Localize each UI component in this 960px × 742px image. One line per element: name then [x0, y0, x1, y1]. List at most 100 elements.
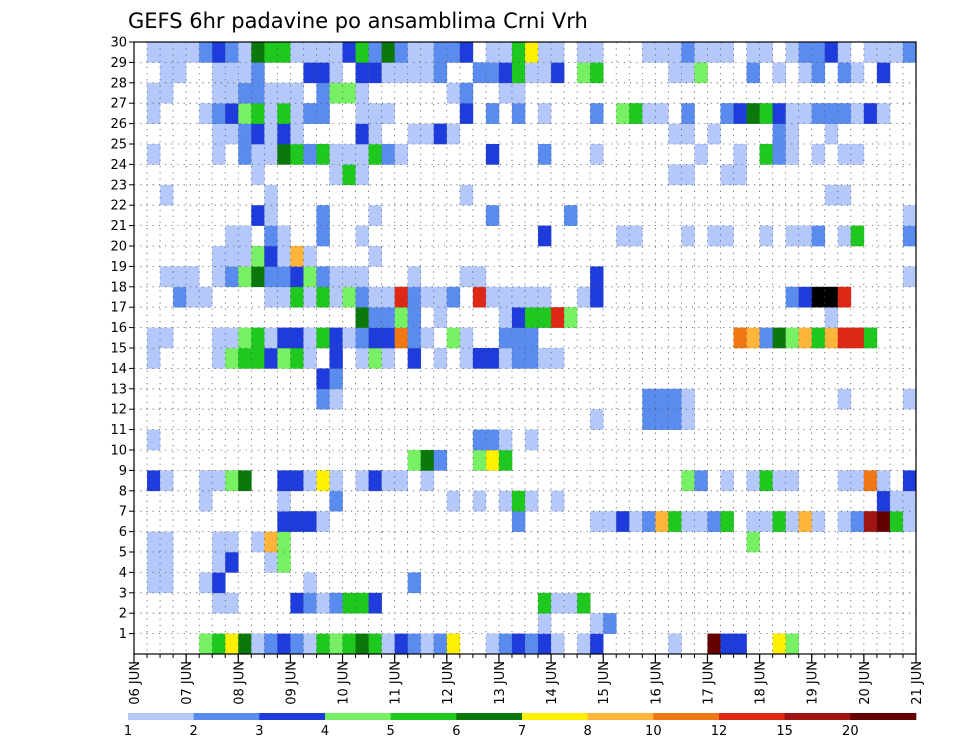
heatmap-cell: [277, 225, 291, 247]
heatmap-cell: [238, 246, 252, 267]
heatmap-cell: [342, 592, 356, 614]
heatmap-cell: [459, 327, 474, 349]
heatmap-cell: [525, 307, 539, 328]
heatmap-cell: [655, 511, 669, 532]
heatmap-cell: [681, 123, 695, 145]
heatmap-cell: [355, 42, 369, 63]
heatmap-cell: [525, 42, 539, 63]
heatmap-cell: [590, 266, 604, 288]
y-tick-label: 8: [119, 484, 127, 499]
heatmap-cell: [538, 633, 552, 655]
heatmap-cell: [837, 388, 852, 410]
y-tick-label: 2: [119, 607, 127, 622]
heatmap-cell: [642, 388, 656, 410]
heatmap-cell: [525, 633, 539, 655]
y-tick-label: 9: [119, 464, 127, 479]
heatmap-cell: [368, 246, 382, 267]
heatmap-cell: [655, 42, 669, 63]
heatmap-cell: [564, 205, 578, 226]
heatmap-cell: [329, 368, 343, 390]
heatmap-cell: [472, 348, 487, 369]
heatmap-cell: [212, 144, 226, 165]
chart-title: GEFS 6hr padavine po ansamblima Crni Vrh: [128, 9, 588, 33]
heatmap-cell: [290, 286, 304, 308]
grid-lines: [134, 42, 916, 654]
heatmap-cell: [316, 592, 330, 614]
heatmap-cell: [303, 327, 317, 349]
y-tick-label: 10: [110, 444, 127, 459]
heatmap-cell: [160, 82, 174, 104]
heatmap-cell: [251, 531, 265, 553]
heatmap-cell: [355, 633, 369, 655]
heatmap-cell: [681, 470, 695, 492]
heatmap-cell: [277, 633, 291, 655]
heatmap-cell: [303, 266, 317, 288]
heatmap-cell: [368, 470, 382, 492]
colorbar-label: 7: [518, 724, 526, 739]
heatmap-cell: [238, 633, 252, 655]
heatmap-cell: [577, 42, 591, 63]
heatmap-cell: [824, 327, 839, 349]
heatmap-cell: [772, 103, 786, 124]
y-tick-label: 23: [110, 178, 127, 193]
heatmap-cell: [225, 82, 239, 104]
y-tick-label: 26: [110, 117, 127, 132]
heatmap-cell: [212, 327, 226, 349]
heatmap-cell: [590, 613, 604, 634]
x-tick-label: 13 JUN: [493, 661, 508, 705]
heatmap-cell: [785, 103, 799, 124]
heatmap-cell: [746, 62, 760, 84]
heatmap-cell: [785, 144, 799, 165]
heatmap-cell: [902, 388, 917, 410]
heatmap-cell: [590, 42, 604, 63]
heatmap-cell: [212, 592, 226, 614]
heatmap-cell: [277, 470, 291, 492]
x-tick-label: 10 JUN: [337, 661, 352, 705]
heatmap-cell: [355, 123, 369, 145]
heatmap-cell: [485, 103, 500, 124]
heatmap-cell: [863, 103, 878, 124]
heatmap-cell: [316, 205, 330, 226]
heatmap-cell: [420, 286, 435, 308]
heatmap-cell: [459, 103, 474, 124]
heatmap-cell: [433, 286, 448, 308]
heatmap-cell: [498, 82, 513, 104]
heatmap-cell: [837, 225, 852, 247]
heatmap-cell: [394, 62, 408, 84]
heatmap-cell: [785, 286, 799, 308]
heatmap-cell: [355, 82, 369, 104]
heatmap-cell: [264, 144, 278, 165]
x-tick-label: 15 JUN: [597, 661, 612, 705]
heatmap-cell: [837, 511, 852, 532]
heatmap-cell: [785, 633, 799, 655]
colorbar-label: 3: [255, 724, 263, 739]
heatmap-cell: [147, 42, 161, 63]
heatmap-cell: [355, 348, 369, 369]
heatmap-cell: [433, 307, 448, 328]
heatmap-cell: [381, 286, 395, 308]
heatmap-cell: [616, 511, 630, 532]
heatmap-cell: [837, 327, 852, 349]
heatmap-cell: [316, 286, 330, 308]
heatmap-cell: [355, 592, 369, 614]
heatmap-cell: [264, 531, 278, 553]
heatmap-cell: [342, 82, 356, 104]
y-tick-label: 25: [110, 138, 127, 153]
heatmap-cell: [160, 266, 174, 288]
heatmap-cell: [290, 592, 304, 614]
heatmap-cell: [694, 42, 708, 63]
heatmap-cell: [264, 225, 278, 247]
heatmap-cell: [811, 144, 826, 165]
heatmap-cell: [225, 62, 239, 84]
y-tick-label: 22: [110, 199, 127, 214]
heatmap-cell: [564, 307, 578, 328]
heatmap-cell: [538, 592, 552, 614]
colorbar-label: 1: [124, 724, 132, 739]
heatmap-cell: [186, 266, 200, 288]
heatmap-cell: [290, 246, 304, 267]
heatmap-cell: [303, 246, 317, 267]
heatmap-cell: [147, 531, 161, 553]
heatmap-cell: [368, 592, 382, 614]
heatmap-cell: [511, 633, 526, 655]
heatmap-cell: [538, 286, 552, 308]
